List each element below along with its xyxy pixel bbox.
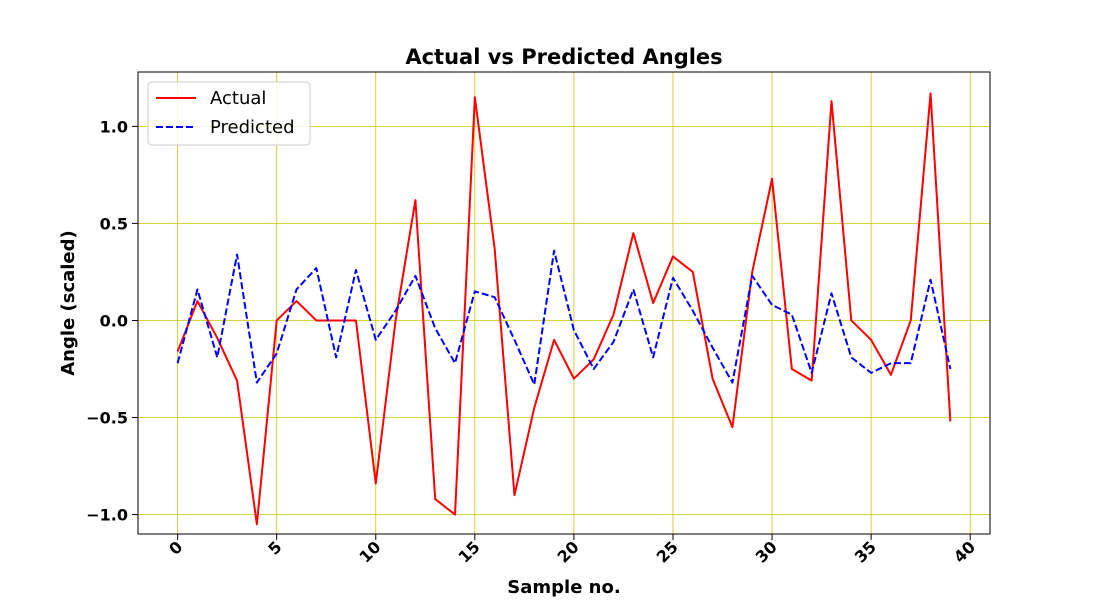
x-axis-label: Sample no. (507, 577, 620, 598)
y-tick-label: −1.0 (86, 506, 128, 525)
legend-label-actual: Actual (210, 88, 266, 109)
series-lines (176, 92, 952, 526)
legend: Actual Predicted (147, 81, 311, 146)
y-tick-label: 0.5 (100, 214, 128, 233)
x-tick-label: 25 (653, 537, 682, 566)
x-tick-label: 5 (264, 537, 285, 558)
y-tick-label: 0.0 (100, 311, 128, 330)
y-tick-label: 1.0 (100, 117, 128, 136)
chart-title: Actual vs Predicted Angles (405, 45, 722, 69)
y-tick-label: −0.5 (86, 409, 128, 428)
x-tick-label: 0 (165, 537, 186, 558)
grid (138, 72, 990, 534)
x-tick-label: 10 (355, 537, 384, 566)
plot-frame (137, 71, 991, 535)
y-axis: −1.0 −0.5 0.0 0.5 1.0 (86, 117, 138, 525)
x-tick-label: 40 (950, 537, 979, 566)
series-line-predicted (176, 249, 952, 386)
x-axis: 0 5 10 15 20 25 30 35 40 (165, 534, 979, 567)
x-tick-label: 15 (454, 537, 483, 566)
y-axis-label: Angle (scaled) (58, 230, 79, 376)
x-tick-label: 30 (752, 537, 781, 566)
x-tick-label: 35 (851, 537, 880, 566)
legend-label-predicted: Predicted (210, 117, 295, 138)
x-tick-label: 20 (554, 537, 583, 566)
series-line-actual (176, 92, 952, 526)
